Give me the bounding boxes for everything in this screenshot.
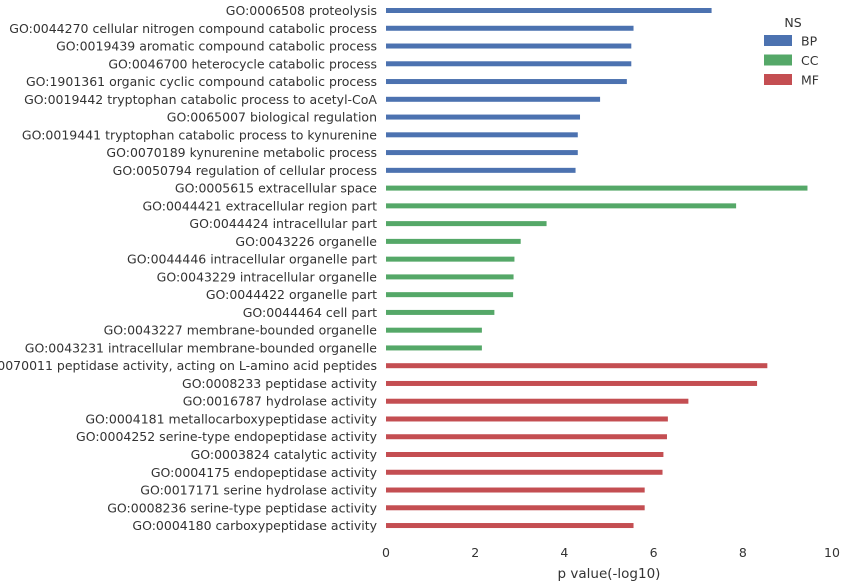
category-label: GO:0043231 intracellular membrane-bounde…	[25, 340, 378, 355]
category-label: GO:0044464 cell part	[243, 305, 377, 320]
legend-swatch-mf	[764, 74, 792, 85]
bar-bp	[386, 114, 581, 120]
bar-cc	[386, 309, 495, 315]
x-tick-label: 6	[650, 545, 658, 560]
bar-bp	[386, 150, 578, 156]
bar-cc	[386, 345, 482, 351]
category-label: GO:0050794 regulation of cellular proces…	[113, 163, 377, 178]
x-axis-label: p value(-log10)	[558, 566, 661, 582]
bar-bp	[386, 61, 632, 67]
category-label: GO:0008233 peptidase activity	[182, 376, 378, 391]
category-label: GO:0046700 heterocycle catabolic process	[108, 56, 377, 71]
category-label: GO:0019439 aromatic compound catabolic p…	[56, 39, 377, 54]
category-label: GO:0005615 extracellular space	[175, 181, 377, 196]
category-label: GO:0044421 extracellular region part	[142, 198, 377, 213]
bar-cc	[386, 221, 547, 227]
legend-label-cc: CC	[801, 53, 819, 68]
category-label: GO:0006508 proteolysis	[226, 3, 377, 18]
legend: NS BP CC MF	[764, 15, 819, 88]
bar-mf	[386, 434, 667, 440]
x-tick-label: 0	[382, 545, 390, 560]
x-tick-label: 4	[560, 545, 568, 560]
x-tick-labels-group: 0 2 4 6 8 10	[382, 545, 840, 560]
category-label: GO:0017171 serine hydrolase activity	[140, 483, 377, 498]
category-label: GO:0008236 serine-type peptidase activit…	[107, 500, 377, 515]
bar-bp	[386, 25, 634, 31]
bar-mf	[386, 380, 758, 386]
legend-label-mf: MF	[801, 73, 819, 88]
category-label: GO:0003824 catalytic activity	[191, 447, 378, 462]
category-label: GO:0044422 organelle part	[206, 287, 377, 302]
bar-cc	[386, 256, 515, 262]
x-tick-label: 8	[739, 545, 747, 560]
category-label: GO:0065007 biological regulation	[167, 110, 377, 125]
bar-cc	[386, 327, 482, 333]
x-tick-label: 10	[824, 545, 840, 560]
category-label: GO:0019441 tryptophan catabolic process …	[22, 127, 377, 142]
bar-mf	[386, 487, 645, 493]
category-label: GO:0043226 organelle	[235, 234, 377, 249]
category-label: GO:0070189 kynurenine metabolic process	[106, 145, 377, 160]
bar-mf	[386, 452, 664, 457]
bar-bp	[386, 167, 576, 173]
legend-title: NS	[784, 15, 801, 30]
legend-entries-group: BP CC MF	[764, 34, 819, 88]
legend-swatch-bp	[764, 35, 792, 46]
category-label: GO:0004175 endopeptidase activity	[151, 465, 378, 480]
category-label: GO:0044446 intracellular organelle part	[127, 252, 377, 267]
category-label: GO:0016787 hydrolase activity	[183, 394, 378, 409]
category-label: GO:0044270 cellular nitrogen compound ca…	[9, 21, 377, 36]
category-label: GO:0004252 serine-type endopeptidase act…	[76, 429, 378, 444]
legend-label-bp: BP	[801, 34, 818, 49]
bar-bp	[386, 43, 632, 49]
category-label: GO:0070011 peptidase activity, acting on…	[0, 358, 377, 373]
bar-bp	[386, 132, 578, 138]
bar-mf	[386, 469, 663, 475]
bar-cc	[386, 274, 514, 280]
bar-cc	[386, 185, 808, 191]
bar-cc	[386, 203, 737, 209]
category-label: GO:0004181 metallocarboxypeptidase activ…	[85, 411, 377, 426]
bars-group	[386, 8, 808, 529]
bar-cc	[386, 292, 514, 298]
bar-cc	[386, 238, 521, 244]
category-label: GO:0043227 membrane-bounded organelle	[104, 323, 378, 338]
bar-mf	[386, 523, 634, 529]
x-tick-label: 2	[471, 545, 479, 560]
category-label: GO:1901361 organic cyclic compound catab…	[26, 74, 377, 89]
category-label: GO:0019442 tryptophan catabolic process …	[24, 92, 377, 107]
bar-mf	[386, 363, 768, 369]
bar-bp	[386, 96, 601, 102]
bar-mf	[386, 416, 668, 422]
category-labels-group: GO:0006508 proteolysis GO:0044270 cellula…	[0, 3, 378, 533]
legend-swatch-cc	[764, 54, 792, 66]
bar-mf	[386, 398, 689, 404]
category-label: GO:0004180 carboxypeptidase activity	[132, 518, 377, 533]
bar-mf	[386, 505, 645, 511]
bar-bp	[386, 79, 627, 85]
bar-bp	[386, 8, 712, 13]
category-label: GO:0043229 intracellular organelle	[157, 269, 378, 284]
category-label: GO:0044424 intracellular part	[189, 216, 377, 231]
